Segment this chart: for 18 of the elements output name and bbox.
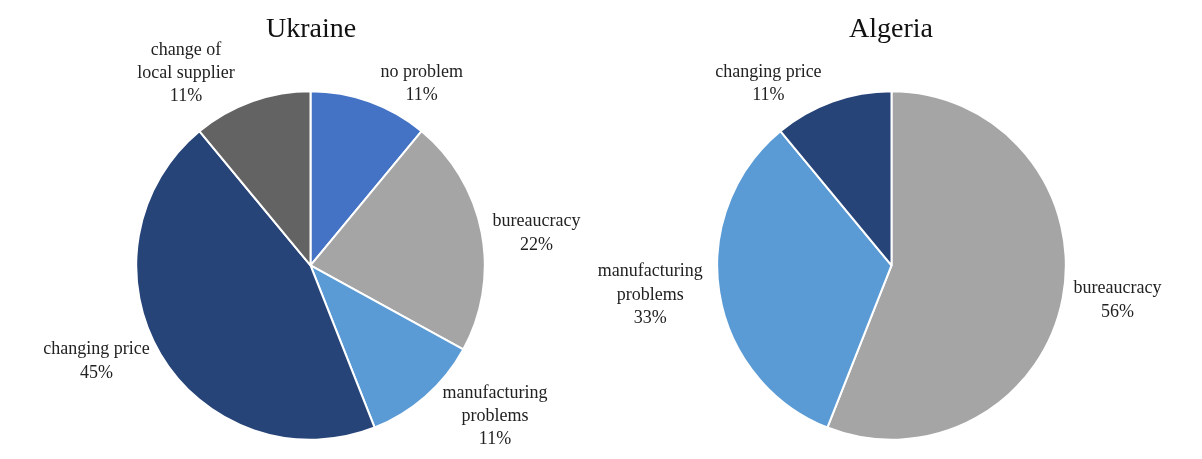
data-label: 45% — [79, 361, 113, 382]
data-label: 11% — [752, 83, 785, 104]
slice-label: bureaucracy — [492, 210, 581, 231]
slice-label: no problem — [380, 60, 463, 81]
slice-label: manufacturing problems — [597, 260, 703, 304]
slice-label: change of local supplier — [137, 38, 235, 82]
slice-label: changing price — [43, 338, 150, 359]
slice-label: bureaucracy — [1073, 277, 1162, 298]
data-label: 22% — [520, 233, 554, 254]
slice-label: manufacturing problems — [442, 381, 548, 426]
data-label: 11% — [478, 428, 512, 449]
data-label: 11% — [169, 85, 203, 106]
slice-label: changing price — [715, 60, 822, 81]
data-label: 56% — [1101, 300, 1135, 321]
data-label: 33% — [633, 306, 667, 327]
chart-title: Ukraine — [266, 12, 357, 43]
chart-title: Algeria — [849, 12, 934, 43]
data-label: 11% — [405, 83, 438, 104]
